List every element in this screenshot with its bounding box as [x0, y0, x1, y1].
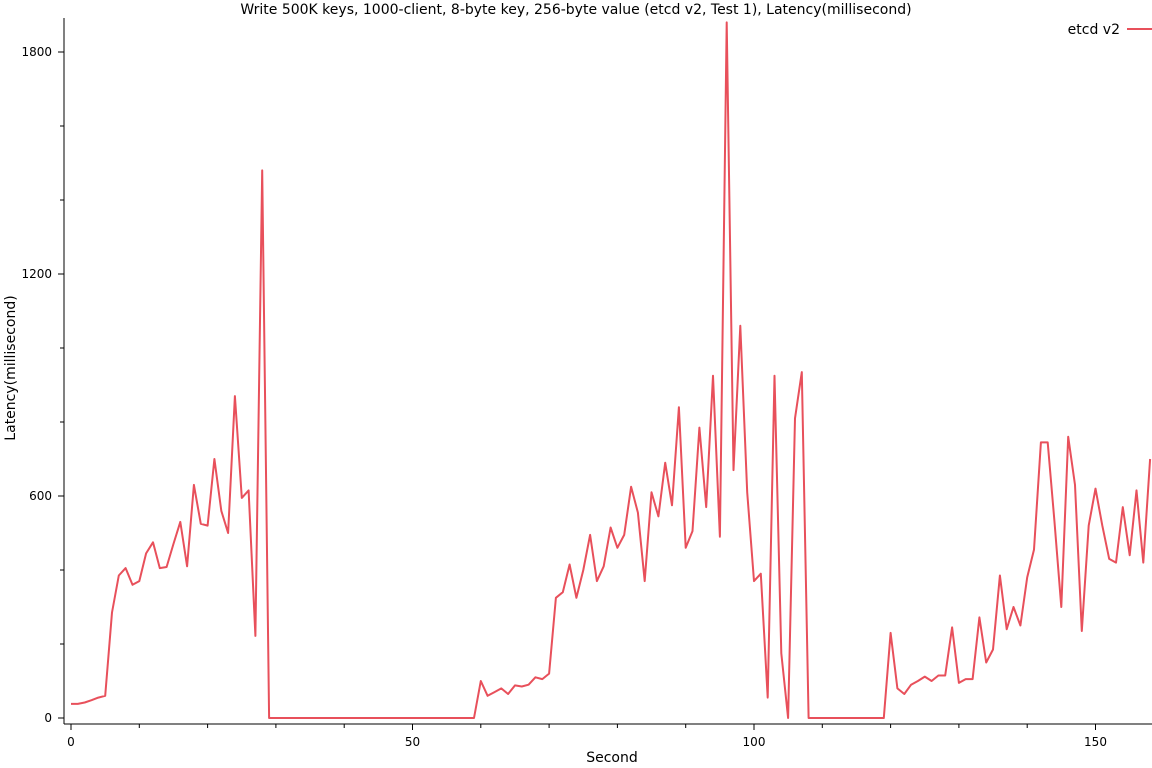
y-tick-label: 0 — [44, 711, 52, 725]
y-tick-label: 600 — [29, 489, 52, 503]
x-axis: 0 50 100 150 — [64, 723, 1152, 749]
x-tick-label: 0 — [67, 735, 75, 749]
x-tick-label: 100 — [743, 735, 766, 749]
x-tick-label: 150 — [1084, 735, 1107, 749]
series-line-etcd-v2 — [71, 21, 1152, 719]
legend: etcd v2 — [1068, 22, 1152, 38]
x-tick-label: 50 — [405, 735, 420, 749]
chart-title: Write 500K keys, 1000-client, 8-byte key… — [240, 2, 911, 18]
y-tick-label: 1800 — [21, 45, 52, 59]
legend-label-etcd-v2: etcd v2 — [1068, 22, 1120, 38]
plot-area — [71, 21, 1152, 719]
y-axis: 0 600 1200 1800 — [21, 18, 65, 725]
x-axis-label: Second — [586, 750, 638, 766]
y-tick-label: 1200 — [21, 267, 52, 281]
y-axis-label: Latency(millisecond) — [3, 295, 19, 440]
